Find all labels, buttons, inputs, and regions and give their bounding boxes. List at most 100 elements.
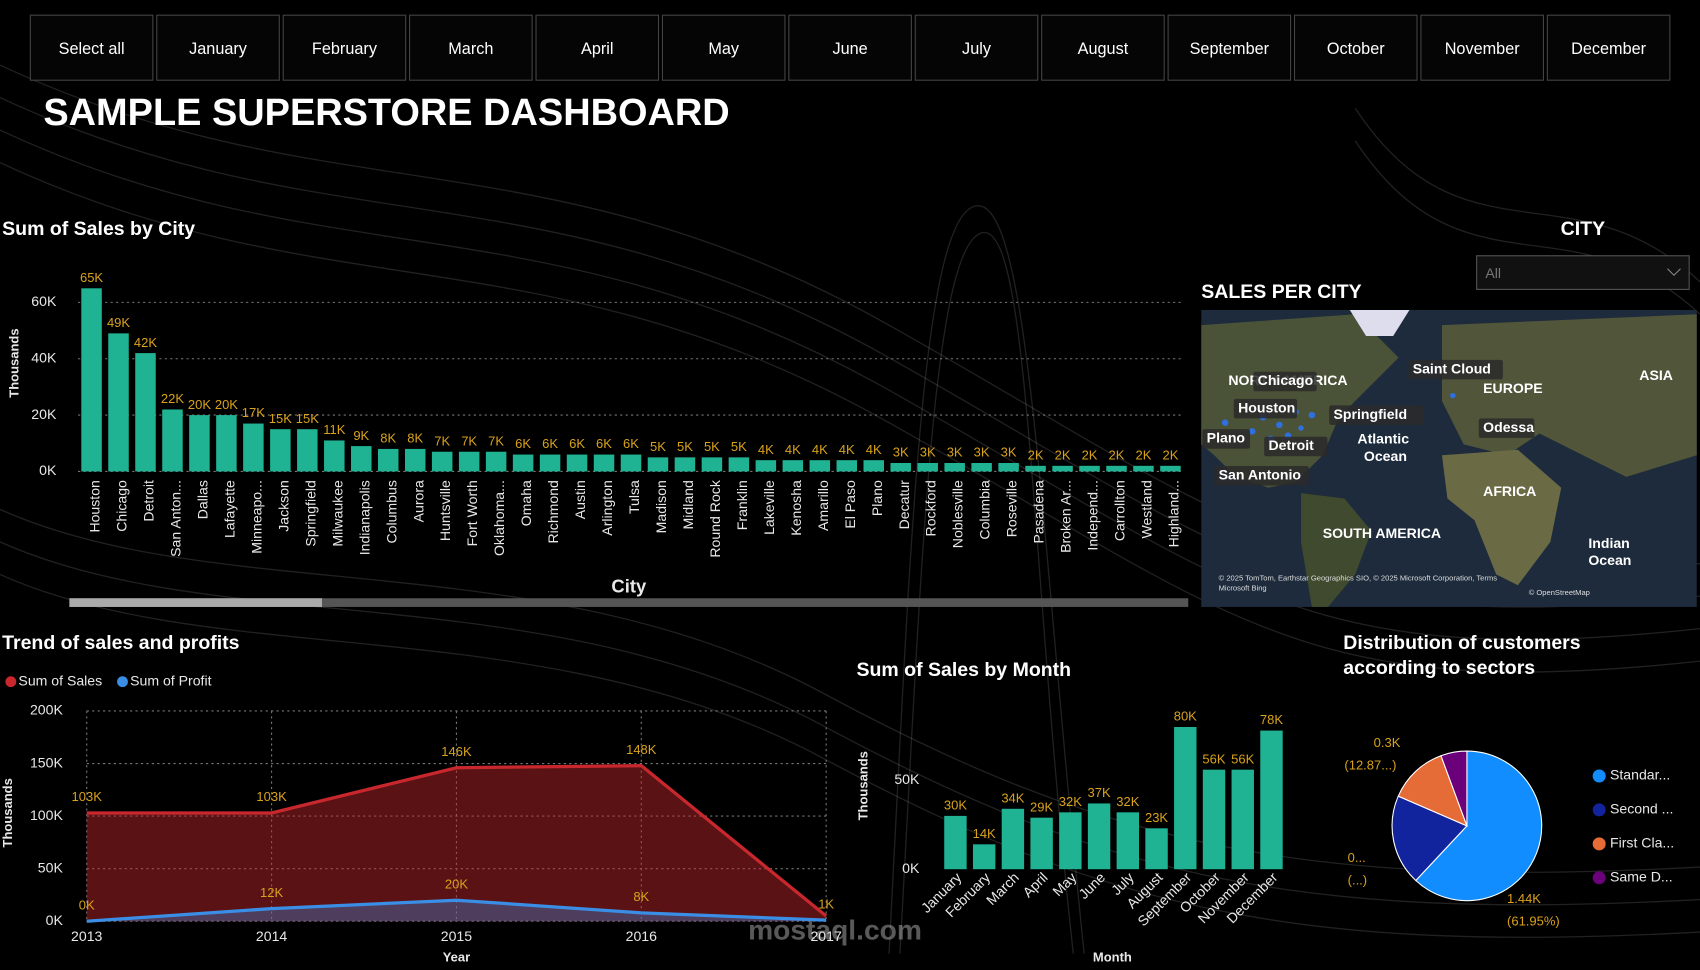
scrollbar-thumb[interactable] [69,598,323,607]
button-box[interactable] [1546,14,1671,81]
bar [431,451,453,472]
bar [351,446,372,472]
button-label[interactable]: October [1327,40,1385,58]
data-label: 3K [1001,445,1017,460]
data-label: 4K [758,442,774,457]
button-label[interactable]: March [448,40,493,58]
map-label-bg [1202,429,1251,449]
month-button[interactable]: February [282,14,407,81]
map-label: Detroit [1268,437,1314,453]
x-tick-label: Broken Ar... [1058,480,1074,553]
map-label: Plano [1207,430,1246,446]
dropdown-arrow[interactable] [1667,268,1681,277]
scrollbar-track[interactable] [69,598,1189,607]
month-button[interactable]: Select all [29,14,154,81]
bar [1025,465,1046,472]
button-box[interactable] [661,14,786,81]
x-tick-label: Westland [1139,480,1155,538]
button-box[interactable] [1041,14,1165,81]
legend-marker [1592,769,1606,783]
button-label[interactable]: November [1445,40,1521,58]
x-tick-label: 2017 [810,928,841,944]
button-label[interactable]: January [189,40,248,58]
button-box[interactable] [1167,14,1292,81]
data-label: 148K [626,742,657,757]
map-title: SALES PER CITY [1201,281,1361,303]
button-label[interactable]: February [312,40,378,58]
bar [539,454,561,472]
button-box[interactable] [29,14,154,81]
map-label: SOUTH AMERICA [1323,525,1441,541]
dropdown-box[interactable] [1476,255,1690,290]
button-box[interactable] [1293,14,1418,81]
data-label: 6K [623,436,639,451]
month-button[interactable]: December [1546,14,1671,81]
button-box[interactable] [788,14,912,81]
bar [297,429,318,472]
bar [216,415,237,472]
map-label-bg [1478,418,1535,438]
chart-title: Trend of sales and profits [2,632,239,654]
x-axis-title: City [611,575,647,596]
y-tick-label: 20K [31,406,57,422]
bar [998,462,1019,472]
bar [863,460,884,472]
y-tick-label: 50K [38,859,64,875]
x-tick-label: Detroit [141,480,157,522]
button-label[interactable]: July [962,40,992,58]
bar [971,462,992,472]
map-attribution: Microsoft Bing [1219,584,1267,593]
month-button[interactable]: May [661,14,786,81]
data-label: 29K [1030,799,1053,814]
x-tick-label: 2016 [626,928,657,944]
x-tick-label: Lafayette [221,480,237,538]
bar [458,451,480,472]
x-tick-label: Richmond [545,480,561,543]
bar [809,460,831,472]
data-label: 2K [1162,448,1178,463]
bar [1202,769,1226,870]
button-label[interactable]: April [581,40,614,58]
legend-marker [1592,803,1606,817]
map-land [1201,314,1399,488]
button-label[interactable]: June [832,40,867,58]
button-box[interactable] [1420,14,1544,81]
button-label[interactable]: December [1571,40,1647,58]
map-label: EUROPE [1483,380,1542,396]
map-label-bg [1408,359,1503,380]
data-label: 56K [1231,751,1254,766]
button-box[interactable] [535,14,660,81]
month-button[interactable]: April [535,14,660,81]
data-label: 103K [256,789,287,804]
x-tick-label: 2014 [256,928,287,944]
month-button[interactable]: September [1167,14,1292,81]
legend-label: Standar... [1610,767,1670,783]
button-label[interactable]: September [1190,40,1270,58]
button-box[interactable] [282,14,407,81]
button-label[interactable]: August [1078,40,1129,58]
data-label: 103K [72,789,103,804]
dropdown-value[interactable]: All [1485,265,1501,281]
data-label: 4K [866,442,882,457]
month-button[interactable]: July [914,14,1039,81]
map-attribution: © OpenStreetMap [1529,588,1590,597]
month-button[interactable]: March [409,14,533,81]
button-label[interactable]: Select all [59,40,125,58]
button-box[interactable] [409,14,533,81]
pie-slice [1440,750,1468,827]
month-button[interactable]: October [1293,14,1418,81]
month-button[interactable]: November [1420,14,1544,81]
map-label-bg [1253,371,1317,392]
month-button[interactable]: January [156,14,280,81]
month-button[interactable]: June [788,14,912,81]
data-label: 65K [80,270,103,285]
button-box[interactable] [156,14,280,81]
map-land [1441,449,1562,586]
month-button[interactable]: August [1041,14,1165,81]
button-label[interactable]: May [708,40,740,58]
slicer-label: CITY [1561,218,1605,240]
slicer-dropdown[interactable]: All [1476,255,1690,290]
data-label: 2K [1028,448,1044,463]
button-box[interactable] [914,14,1039,81]
